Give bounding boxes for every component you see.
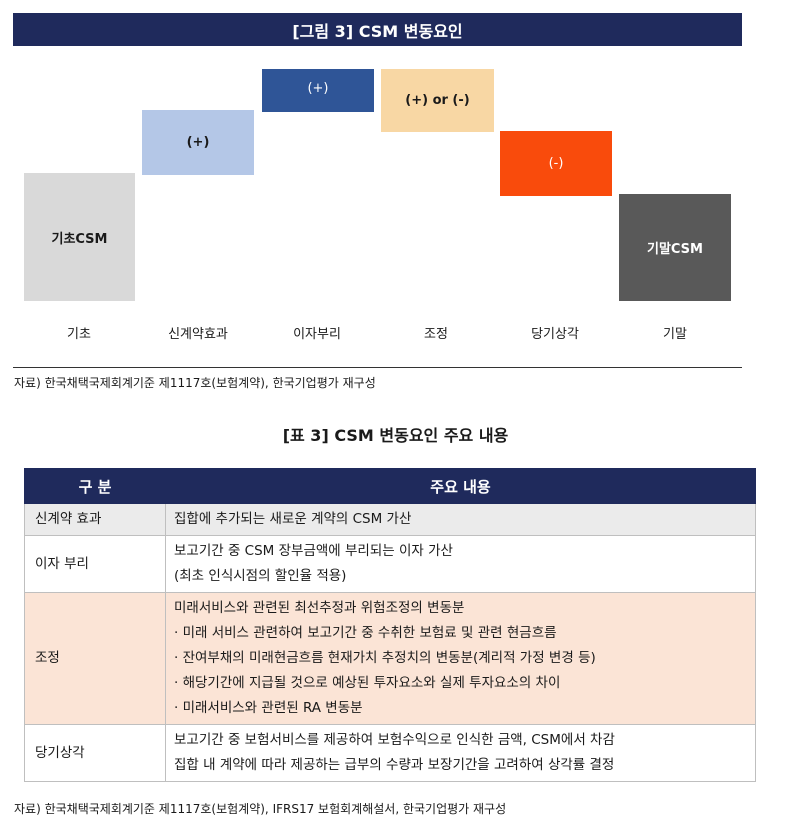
opening-csm-label: 기초CSM — [51, 231, 108, 247]
row-key: 이자 부리 — [24, 535, 166, 593]
table-row: 조정 미래서비스와 관련된 최선추정과 위험조정의 변동분 · 미래 서비스 관… — [24, 592, 756, 725]
adjustment-label: (+) or (-) — [405, 93, 470, 108]
category-label: 이자부리 — [293, 327, 341, 342]
category-label: 기말 — [663, 327, 687, 342]
adjustment-bar: (+) or (-) — [381, 69, 494, 132]
closing-csm-bar: 기말CSM — [619, 194, 731, 301]
row-content: 집합에 추가되는 새로운 계약의 CSM 가산 — [165, 503, 756, 536]
amortization-bar: (-) — [500, 131, 612, 196]
interest-accretion-bar: (+) — [262, 69, 374, 112]
interest-accretion-label: (+) — [307, 81, 329, 96]
row-content: 미래서비스와 관련된 최선추정과 위험조정의 변동분 · 미래 서비스 관련하여… — [165, 592, 756, 725]
figure-source: 자료) 한국채택국제회계기준 제1117호(보험계약), 한국기업평가 재구성 — [14, 376, 376, 390]
category-label: 조정 — [424, 327, 448, 342]
content-line: · 미래서비스와 관련된 RA 변동분 — [174, 700, 363, 716]
figure-title: [그림 3] CSM 변동요인 — [13, 13, 742, 46]
table-row: 이자 부리 보고기간 중 CSM 장부금액에 부리되는 이자 가산 (최초 인식… — [24, 535, 756, 593]
header-category: 구 분 — [24, 468, 166, 504]
row-key: 조정 — [24, 592, 166, 725]
category-label: 기초 — [67, 327, 91, 342]
table-row: 신계약 효과 집합에 추가되는 새로운 계약의 CSM 가산 — [24, 503, 756, 536]
content-line: · 잔여부채의 미래현금흐름 현재가치 추정치의 변동분(계리적 가정 변경 등… — [174, 650, 596, 666]
content-line: 보고기간 중 보험서비스를 제공하여 보험수익으로 인식한 금액, CSM에서 … — [174, 732, 615, 748]
content-line: 집합에 추가되는 새로운 계약의 CSM 가산 — [174, 511, 412, 527]
row-key: 신계약 효과 — [24, 503, 166, 536]
new-contracts-label: (+) — [186, 135, 210, 150]
row-content: 보고기간 중 보험서비스를 제공하여 보험수익으로 인식한 금액, CSM에서 … — [165, 724, 756, 782]
opening-csm-bar: 기초CSM — [24, 173, 135, 301]
row-key: 당기상각 — [24, 724, 166, 782]
csm-factors-table: 구 분 주요 내용 신계약 효과 집합에 추가되는 새로운 계약의 CSM 가산… — [24, 468, 756, 782]
header-content: 주요 내용 — [165, 468, 756, 504]
content-line: · 미래 서비스 관련하여 보고기간 중 수취한 보험료 및 관련 현금흐름 — [174, 625, 557, 641]
table-row: 당기상각 보고기간 중 보험서비스를 제공하여 보험수익으로 인식한 금액, C… — [24, 724, 756, 782]
content-line: 보고기간 중 CSM 장부금액에 부리되는 이자 가산 — [174, 543, 453, 559]
table-title: [표 3] CSM 변동요인 주요 내용 — [282, 426, 509, 445]
content-line: · 해당기간에 지급될 것으로 예상된 투자요소와 실제 투자요소의 차이 — [174, 675, 561, 691]
content-line: 집합 내 계약에 따라 제공하는 급부의 수량과 보장기간을 고려하여 상각률 … — [174, 757, 615, 773]
table-source: 자료) 한국채택국제회계기준 제1117호(보험계약), IFRS17 보험회계… — [14, 802, 507, 816]
category-label: 신계약효과 — [168, 327, 228, 342]
divider — [13, 367, 742, 368]
new-contracts-bar: (+) — [142, 110, 254, 175]
amortization-label: (-) — [548, 156, 564, 171]
content-line: (최초 인식시점의 할인율 적용) — [174, 568, 347, 584]
category-label: 당기상각 — [531, 327, 579, 342]
table-header-row: 구 분 주요 내용 — [24, 468, 756, 504]
closing-csm-label: 기말CSM — [646, 242, 703, 257]
row-content: 보고기간 중 CSM 장부금액에 부리되는 이자 가산 (최초 인식시점의 할인… — [165, 535, 756, 593]
content-line: 미래서비스와 관련된 최선추정과 위험조정의 변동분 — [174, 600, 465, 616]
